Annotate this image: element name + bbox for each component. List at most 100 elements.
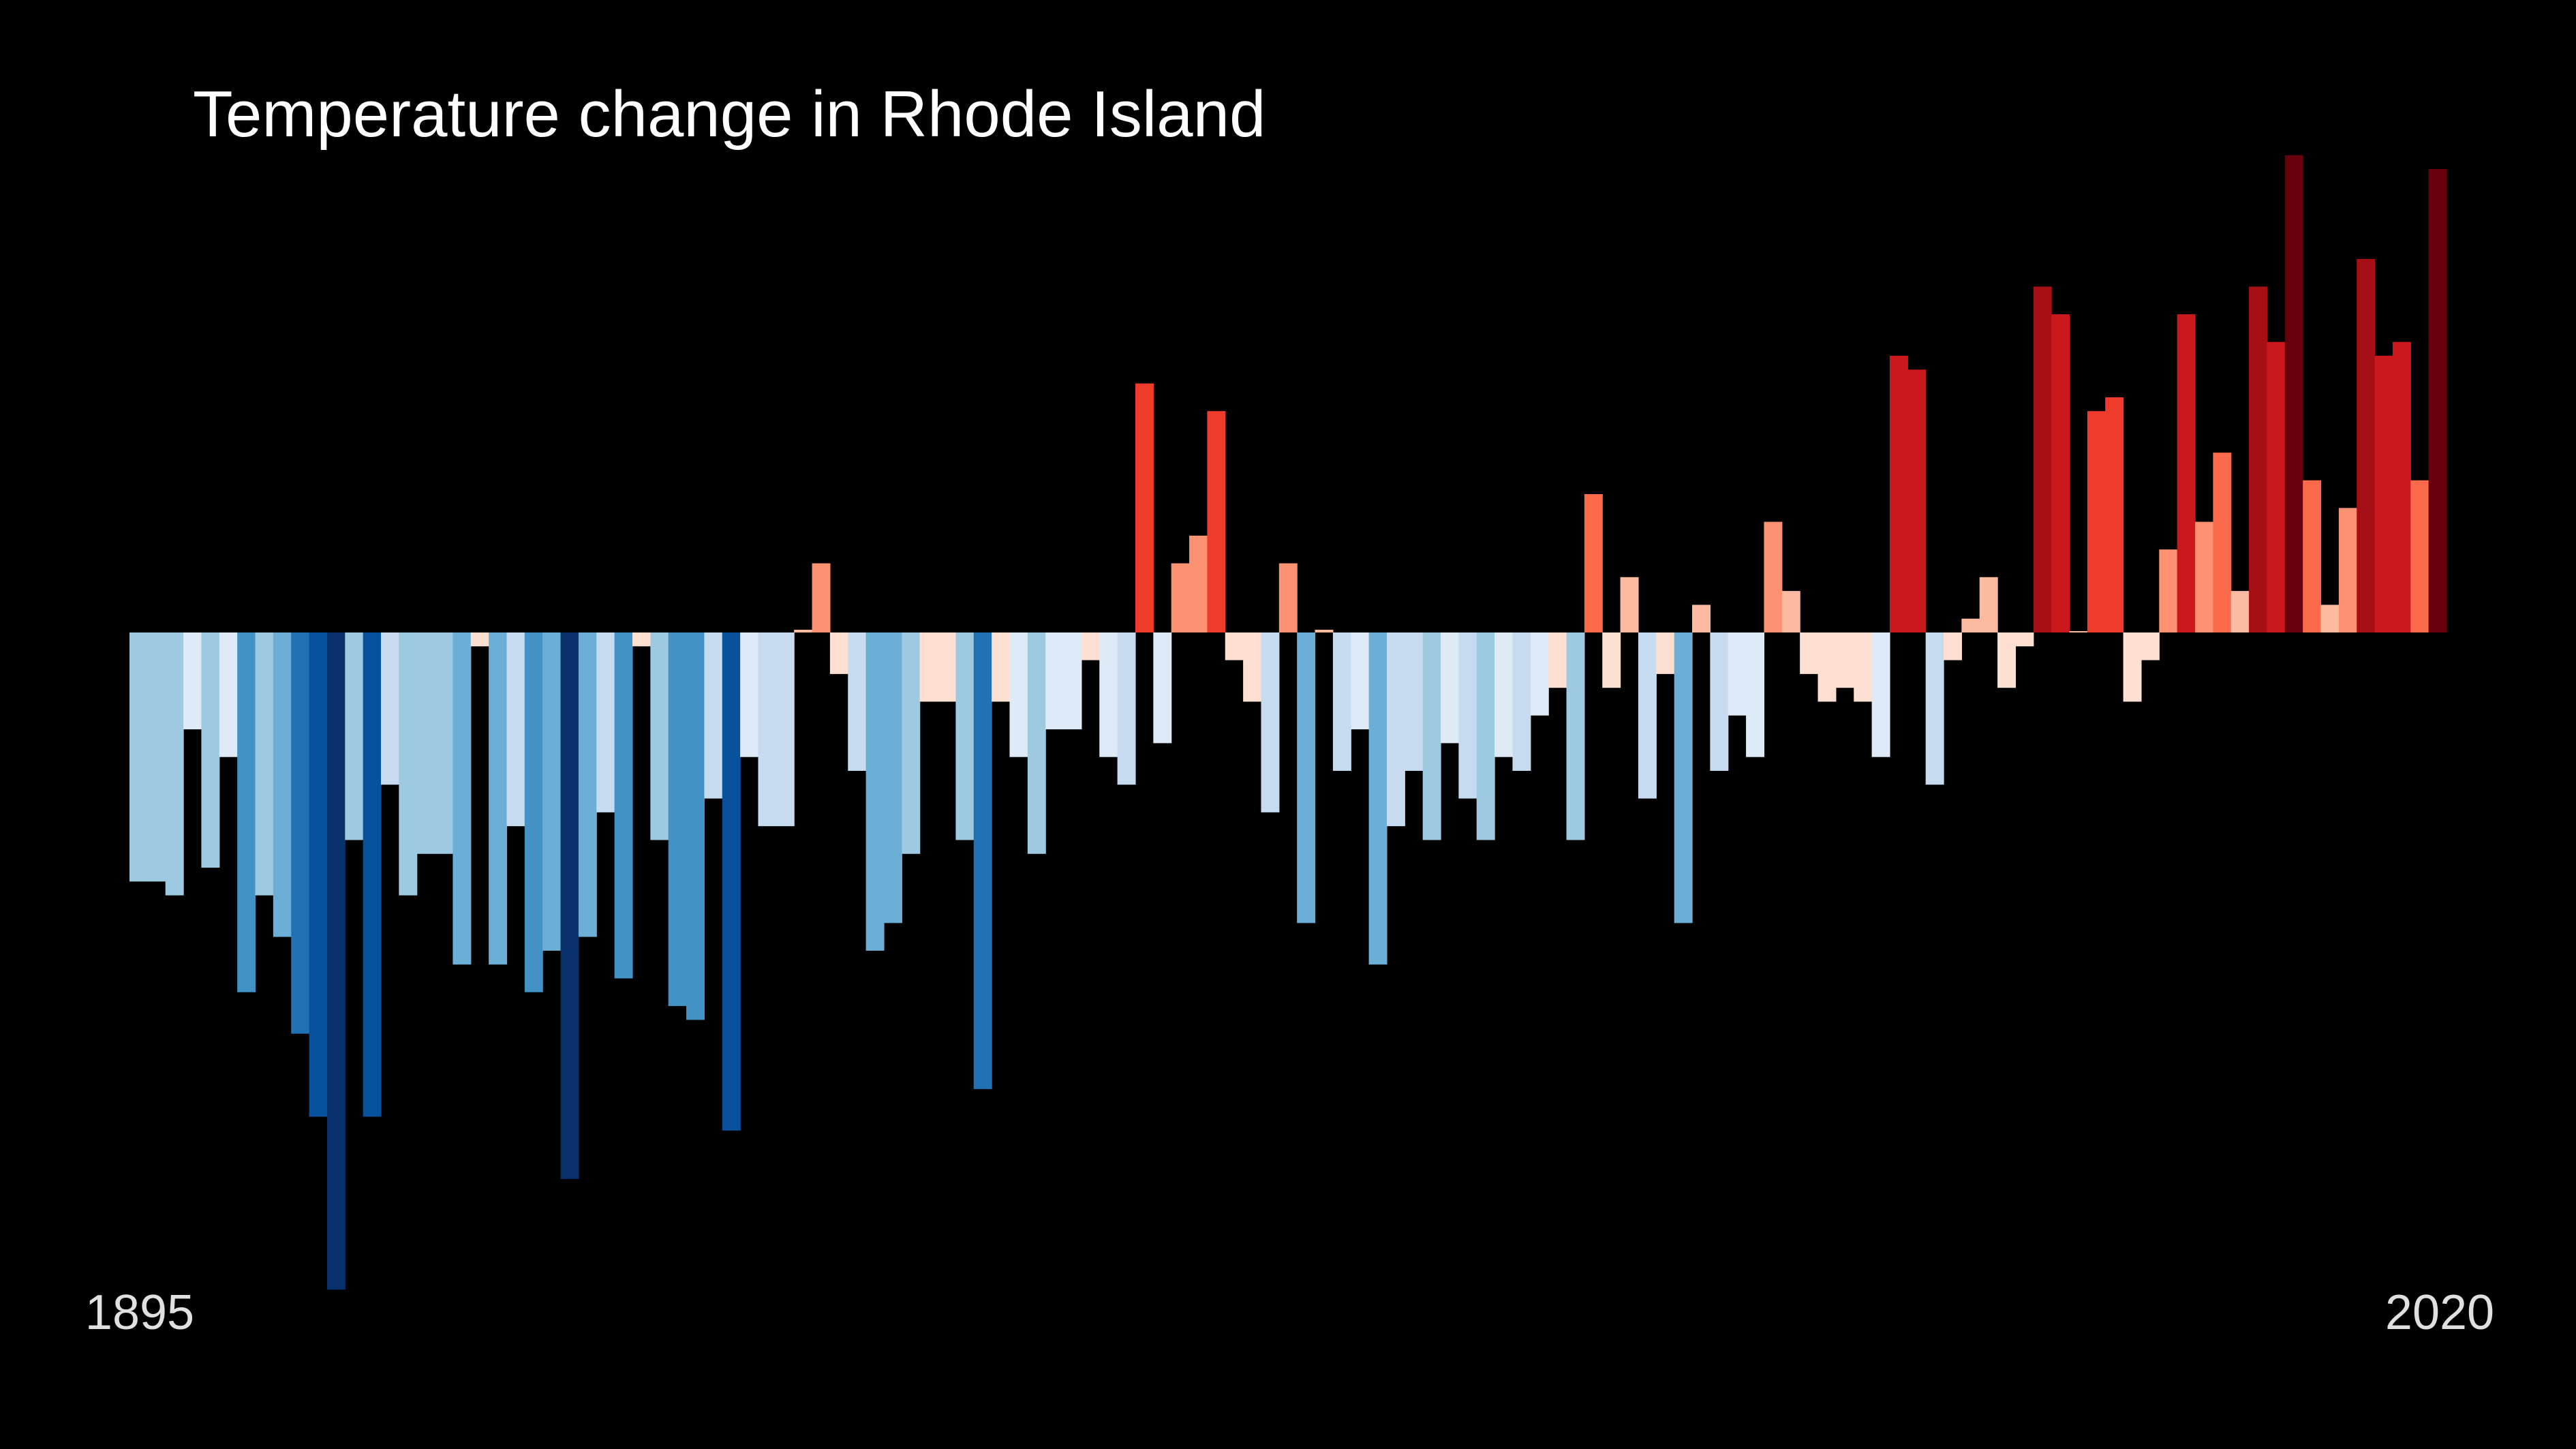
bar-1943 bbox=[992, 632, 1011, 702]
bar-1965 bbox=[1386, 632, 1405, 827]
chart-title: Temperature change in Rhode Island bbox=[193, 78, 1266, 151]
bar-1929 bbox=[740, 632, 759, 757]
bar-1909 bbox=[380, 632, 399, 785]
bar-1920 bbox=[578, 632, 597, 937]
bar-1975 bbox=[1566, 632, 1585, 840]
bar-2023 bbox=[2428, 168, 2447, 632]
bar-1994 bbox=[1907, 369, 1927, 632]
bar-1960 bbox=[1297, 632, 1316, 924]
bar-2018 bbox=[2338, 508, 2357, 632]
bar-1979 bbox=[1638, 632, 1657, 799]
bar-1985 bbox=[1746, 632, 1765, 757]
bar-1977 bbox=[1602, 632, 1621, 688]
bar-1905 bbox=[309, 632, 328, 1117]
bar-1974 bbox=[1548, 632, 1567, 688]
bar-2021 bbox=[2392, 341, 2411, 632]
bar-2005 bbox=[2105, 397, 2124, 632]
bar-1986 bbox=[1764, 521, 1783, 632]
bar-1967 bbox=[1422, 632, 1441, 840]
bar-2009 bbox=[2177, 314, 2196, 632]
bar-1963 bbox=[1351, 632, 1370, 730]
bar-1946 bbox=[1045, 632, 1064, 730]
bar-1971 bbox=[1494, 632, 1514, 757]
bar-1927 bbox=[704, 632, 723, 799]
bar-1950 bbox=[1117, 632, 1136, 785]
bar-1902 bbox=[255, 632, 274, 896]
bar-1906 bbox=[326, 632, 346, 1290]
bar-1996 bbox=[1944, 632, 1962, 660]
bar-1958 bbox=[1261, 632, 1280, 812]
bar-1931 bbox=[776, 632, 795, 827]
bar-1983 bbox=[1710, 632, 1729, 771]
bar-1913 bbox=[453, 632, 472, 965]
bar-1924 bbox=[650, 632, 669, 840]
bar-2004 bbox=[2087, 411, 2106, 632]
bar-2017 bbox=[2320, 605, 2340, 632]
bar-1930 bbox=[758, 632, 777, 827]
bar-2016 bbox=[2303, 480, 2322, 632]
bar-1932 bbox=[794, 629, 813, 632]
bar-1959 bbox=[1278, 563, 1298, 632]
bar-1984 bbox=[1728, 632, 1747, 716]
bar-2000 bbox=[2015, 632, 2034, 647]
bar-1956 bbox=[1225, 632, 1244, 660]
bar-2008 bbox=[2159, 549, 2178, 632]
bar-1934 bbox=[829, 632, 848, 674]
bar-1911 bbox=[416, 632, 435, 854]
bar-1999 bbox=[1997, 632, 2017, 688]
bar-1916 bbox=[506, 632, 525, 827]
bar-2022 bbox=[2410, 480, 2429, 632]
bar-1991 bbox=[1854, 632, 1873, 702]
bar-1895 bbox=[129, 632, 148, 882]
bar-1998 bbox=[1979, 577, 1998, 632]
bar-2014 bbox=[2267, 341, 2286, 632]
bar-2013 bbox=[2249, 286, 2268, 632]
bar-1940 bbox=[938, 632, 957, 702]
bar-2020 bbox=[2374, 356, 2393, 632]
bar-1897 bbox=[165, 632, 184, 896]
bar-1962 bbox=[1332, 632, 1351, 771]
bar-1919 bbox=[560, 632, 579, 1179]
bar-1972 bbox=[1512, 632, 1531, 771]
bars-group bbox=[129, 155, 2447, 1290]
bar-1903 bbox=[273, 632, 292, 937]
bar-2001 bbox=[2033, 286, 2052, 632]
bar-1935 bbox=[848, 632, 867, 771]
bar-1910 bbox=[399, 632, 418, 896]
bar-1992 bbox=[1871, 632, 1890, 757]
bar-1993 bbox=[1889, 356, 1908, 632]
bar-1988 bbox=[1800, 632, 1819, 674]
x-tick-label-end: 2020 bbox=[2385, 1285, 2494, 1340]
bar-1954 bbox=[1189, 535, 1208, 632]
bar-1944 bbox=[1009, 632, 1028, 757]
bar-1945 bbox=[1027, 632, 1046, 854]
bar-1898 bbox=[183, 632, 202, 730]
bar-1942 bbox=[973, 632, 992, 1089]
bar-2002 bbox=[2051, 314, 2070, 632]
bar-1918 bbox=[542, 632, 562, 951]
bar-1921 bbox=[596, 632, 615, 812]
bar-1936 bbox=[865, 632, 885, 951]
bar-1990 bbox=[1835, 632, 1854, 688]
bar-1933 bbox=[812, 563, 831, 632]
bar-1926 bbox=[686, 632, 705, 1020]
bar-1922 bbox=[614, 632, 633, 979]
bar-1973 bbox=[1530, 632, 1549, 716]
bar-1917 bbox=[524, 632, 543, 992]
bar-1899 bbox=[201, 632, 220, 868]
bar-1928 bbox=[722, 632, 741, 1131]
bar-1900 bbox=[219, 632, 238, 757]
bar-2007 bbox=[2141, 632, 2160, 660]
bar-1907 bbox=[345, 632, 364, 840]
bar-1904 bbox=[291, 632, 310, 1034]
bar-1976 bbox=[1584, 494, 1603, 632]
bar-1978 bbox=[1620, 577, 1639, 632]
bar-1938 bbox=[902, 632, 921, 854]
bar-1964 bbox=[1368, 632, 1387, 965]
bar-1896 bbox=[147, 632, 166, 882]
bar-1957 bbox=[1243, 632, 1262, 702]
bar-1949 bbox=[1099, 632, 1118, 757]
bar-1981 bbox=[1674, 632, 1693, 924]
bar-1970 bbox=[1476, 632, 1495, 840]
